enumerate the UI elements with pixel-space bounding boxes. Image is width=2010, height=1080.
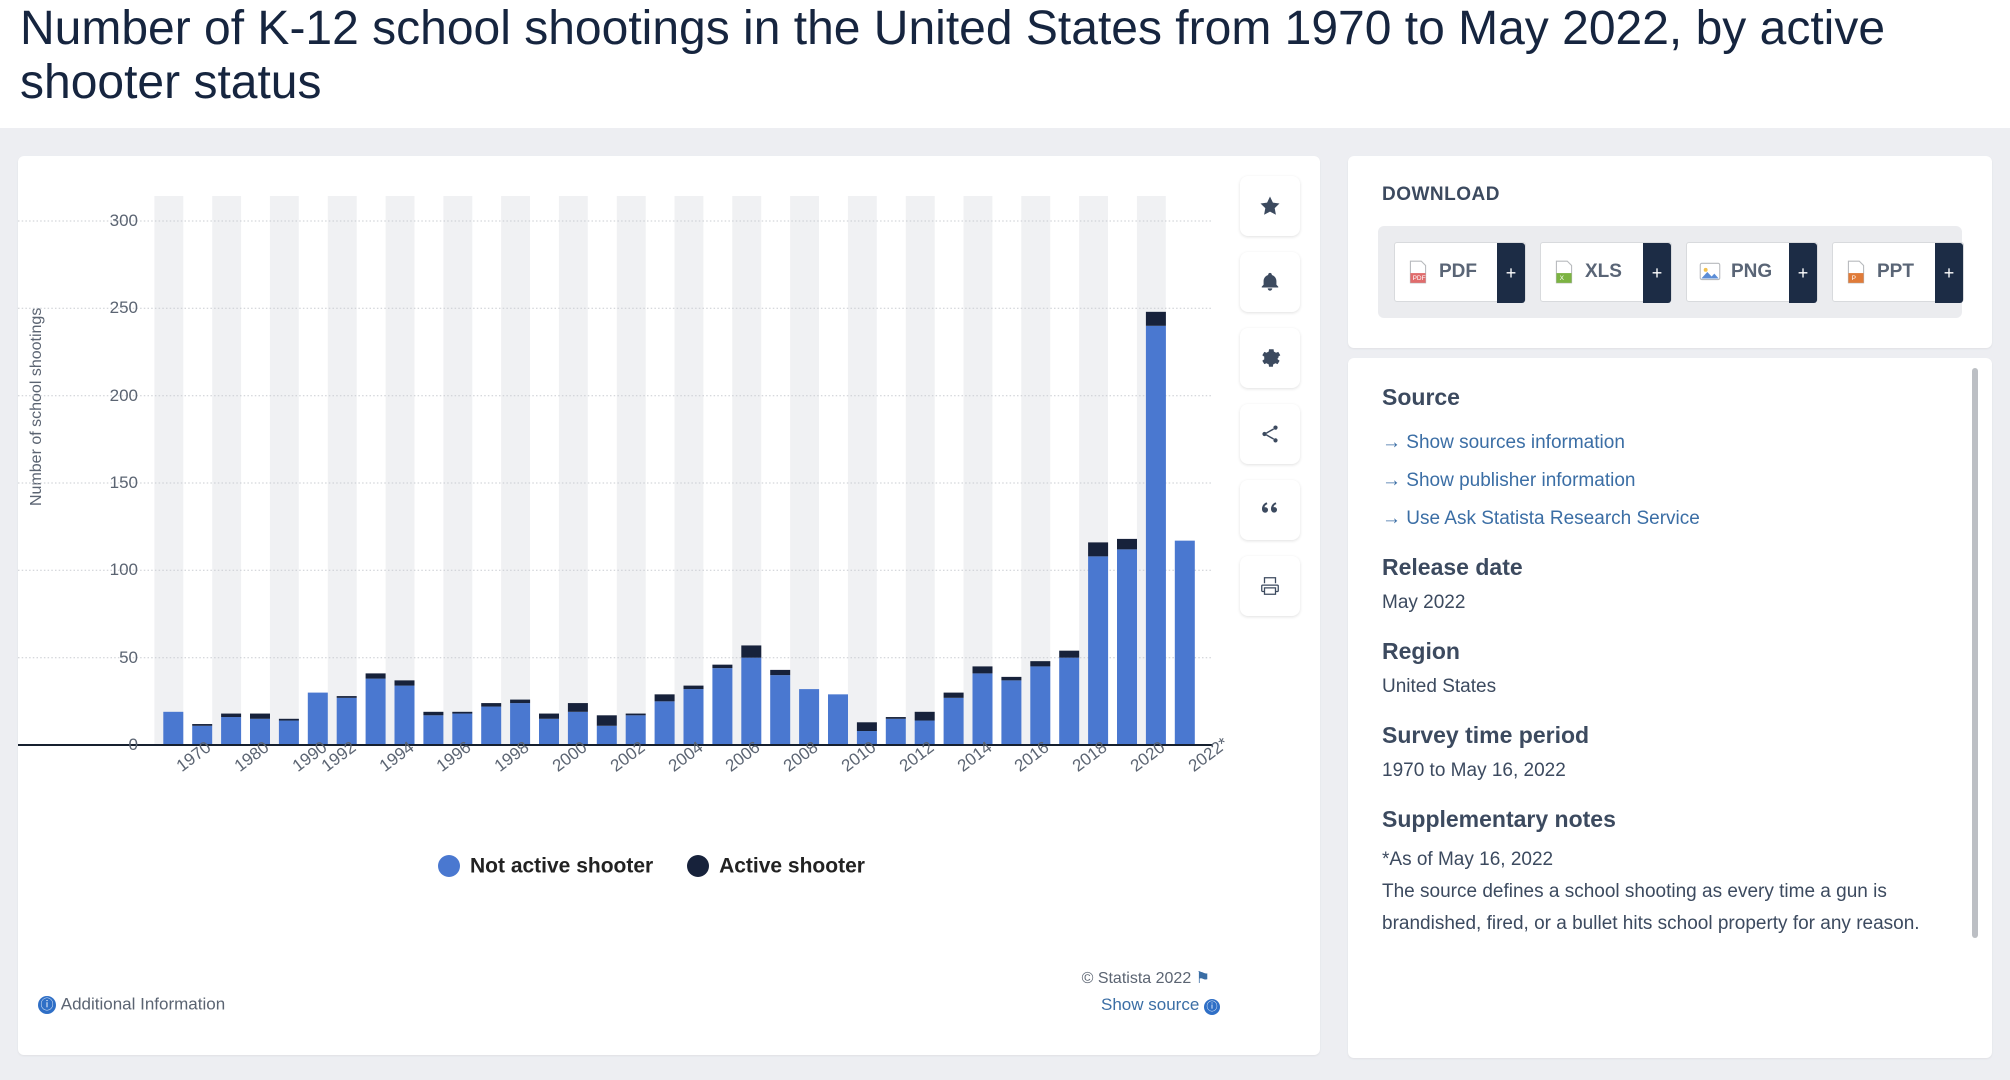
svg-text:PDF: PDF xyxy=(1413,275,1426,282)
svg-text:P: P xyxy=(1852,275,1856,282)
svg-text:X: X xyxy=(1560,275,1565,282)
